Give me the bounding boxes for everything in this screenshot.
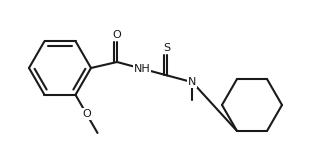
Text: O: O: [113, 30, 121, 40]
Text: S: S: [164, 43, 171, 53]
Text: O: O: [82, 109, 91, 119]
Text: N: N: [188, 77, 196, 87]
Text: NH: NH: [134, 64, 150, 74]
